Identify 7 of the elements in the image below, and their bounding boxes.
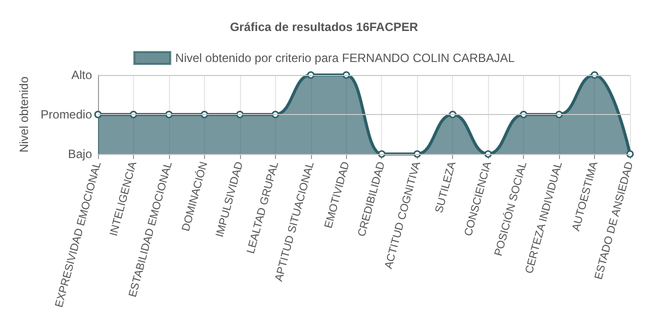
chart-title: Gráfica de resultados 16FACPER [230, 20, 418, 34]
x-tick-label: LEALTAD GRUPAL [244, 160, 282, 256]
ref-line-label: Bajo [68, 147, 92, 161]
legend-label: Nivel obtenido por criterio para FERNANDO COLIN CARBAJAL [175, 51, 516, 65]
y-axis-title: Nivel obtenido [17, 76, 31, 153]
ref-line-label: Alto [71, 68, 92, 82]
ref-line-label: Promedio [40, 108, 92, 122]
